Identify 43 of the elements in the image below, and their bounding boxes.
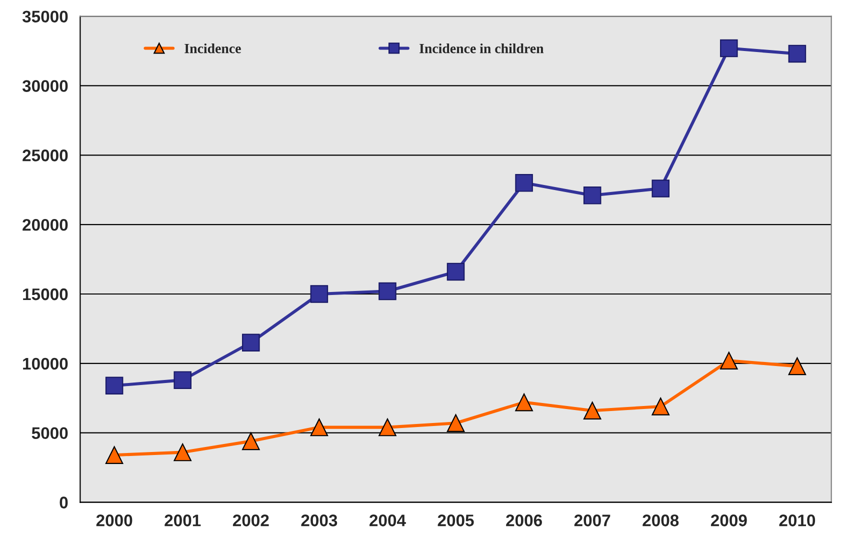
point — [242, 432, 260, 450]
x-tick-label: 2000 — [96, 514, 132, 526]
x-tick-label: 2007 — [574, 514, 610, 526]
legend-label: Incidence — [184, 43, 241, 54]
x-tick-label: 2003 — [301, 514, 338, 526]
point — [720, 352, 738, 370]
point — [515, 174, 533, 192]
x-tick-label: 2010 — [779, 514, 816, 526]
point — [378, 418, 396, 436]
point — [720, 39, 738, 58]
point — [378, 282, 396, 300]
x-tick-label: 2004 — [370, 514, 406, 526]
point — [515, 393, 533, 412]
y-tick-label: 15000 — [23, 288, 68, 300]
point — [446, 414, 465, 432]
x-tick-label: 2006 — [506, 514, 542, 526]
point — [310, 285, 328, 303]
legend-label: Incidence in children — [419, 43, 544, 54]
x-tick-label: 2008 — [642, 514, 679, 526]
point — [446, 262, 465, 281]
point — [105, 376, 124, 395]
point — [652, 180, 670, 198]
y-tick-label: 35000 — [22, 10, 68, 23]
point — [583, 402, 602, 420]
y-tick-label: 0 — [60, 496, 68, 508]
point — [788, 357, 806, 376]
point — [174, 371, 192, 389]
y-tick-label: 10000 — [23, 358, 68, 370]
point — [242, 334, 260, 352]
x-tick-label: 2001 — [164, 514, 201, 526]
point — [105, 446, 124, 464]
y-tick-label: 30000 — [22, 80, 68, 92]
x-tick-label: 2009 — [710, 514, 747, 526]
x-tick-label: 2002 — [232, 514, 269, 526]
y-tick-label: 20000 — [22, 218, 68, 231]
point — [788, 44, 806, 63]
point — [174, 443, 192, 462]
y-tick-label: 5000 — [32, 427, 68, 440]
y-tick-label: 25000 — [22, 150, 68, 162]
point — [652, 398, 670, 416]
point — [583, 186, 602, 204]
point — [310, 418, 328, 436]
x-tick-label: 2005 — [438, 514, 474, 526]
